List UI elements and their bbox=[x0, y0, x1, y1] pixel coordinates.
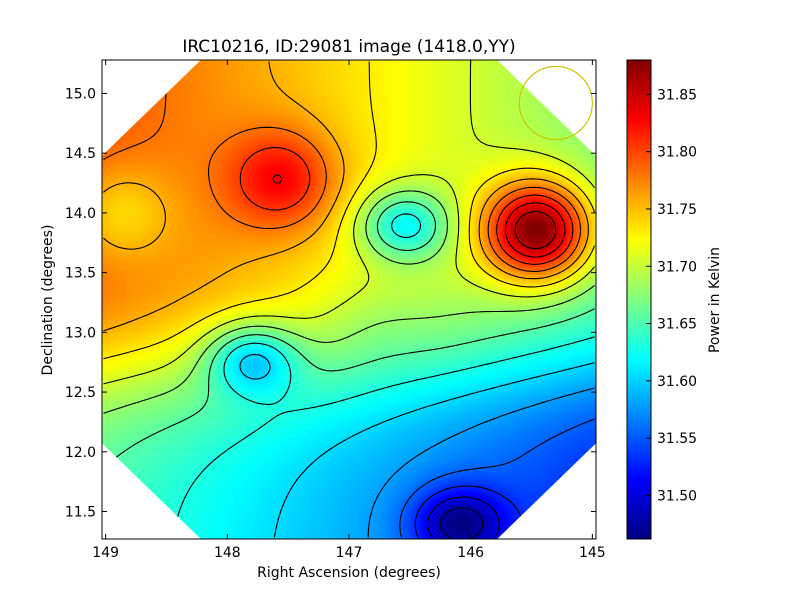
y-tick-label: 11.5 bbox=[65, 505, 96, 521]
y-axis-label: Declination (degrees) bbox=[40, 225, 56, 376]
contour-line bbox=[239, 353, 595, 538]
colorbar-tick-label: 31.80 bbox=[657, 145, 697, 161]
colorbar-tick-label: 31.55 bbox=[657, 431, 697, 447]
contour-line bbox=[427, 496, 500, 538]
x-axis-label: Right Ascension (degrees) bbox=[257, 565, 441, 581]
beam-marker bbox=[518, 65, 593, 141]
x-tick-label: 147 bbox=[336, 545, 363, 561]
contour-lines bbox=[103, 61, 596, 538]
contour-line bbox=[172, 213, 595, 538]
colorbar-ticks: 31.50 31.55 31.60 31.65 31.70 31.75 31.80 31.85 bbox=[646, 87, 697, 504]
contour-line bbox=[367, 387, 595, 538]
colorbar-gradient bbox=[627, 60, 651, 539]
colorbar-tick-label: 31.65 bbox=[657, 317, 697, 333]
y-tick-label: 12.0 bbox=[65, 445, 96, 461]
colorbar-tick-label: 31.60 bbox=[657, 374, 697, 390]
contour-line bbox=[103, 61, 596, 360]
x-tick-label: 149 bbox=[92, 545, 119, 561]
chart-title: IRC10216, ID:29081 image (1418.0,YY) bbox=[182, 37, 515, 57]
x-tick-label: 145 bbox=[579, 545, 606, 561]
y-tick-label: 15.0 bbox=[65, 86, 96, 102]
contour-line bbox=[239, 147, 574, 265]
x-tick-label: 148 bbox=[214, 545, 241, 561]
colorbar: 31.50 31.55 31.60 31.65 31.70 31.75 31.80 31.85… bbox=[626, 59, 723, 540]
colorbar-tick-label: 31.85 bbox=[657, 87, 697, 103]
plot-area bbox=[101, 59, 597, 540]
x-axis: 149 148 147 146 145 bbox=[92, 60, 606, 561]
contour-line bbox=[440, 507, 484, 538]
y-axis: 11.5 12.0 12.5 13.0 13.5 14.0 14.5 15.0 bbox=[65, 86, 596, 521]
colorbar-label: Power in Kelvin bbox=[707, 247, 723, 353]
x-tick-label: 146 bbox=[457, 545, 484, 561]
y-tick-label: 12.5 bbox=[65, 385, 96, 401]
y-tick-label: 14.5 bbox=[65, 146, 96, 162]
contour-line bbox=[514, 211, 557, 250]
y-tick-label: 14.0 bbox=[65, 206, 96, 222]
colorbar-tick-label: 31.75 bbox=[657, 202, 697, 218]
contour-line bbox=[103, 61, 589, 332]
contour-line bbox=[103, 201, 595, 470]
colorbar-tick-label: 31.50 bbox=[657, 488, 697, 504]
contour-line bbox=[399, 418, 595, 538]
y-tick-label: 13.0 bbox=[65, 325, 96, 341]
contour-line bbox=[272, 174, 566, 258]
colorbar-tick-label: 31.70 bbox=[657, 259, 697, 275]
colorbar-frame bbox=[626, 59, 652, 540]
y-tick-label: 13.5 bbox=[65, 266, 96, 282]
